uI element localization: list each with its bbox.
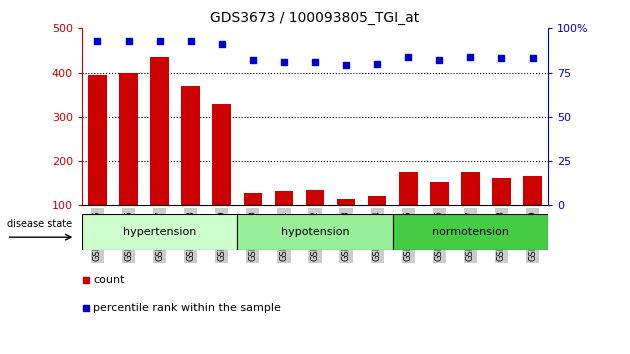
Bar (492, 178, 511, 205)
Point (527, 56, 537, 61)
Point (496, 56, 507, 61)
Point (341, 63, 351, 68)
Point (403, 54, 413, 59)
Text: percentile rank within the sample: percentile rank within the sample (93, 303, 281, 313)
Text: normotension: normotension (432, 227, 509, 237)
Bar (82, 214, 238, 250)
Point (466, 54, 476, 59)
Bar (524, 176, 542, 205)
Bar (461, 172, 479, 205)
Bar (88, 75, 106, 205)
Text: hypertension: hypertension (123, 227, 197, 237)
Point (186, 38, 196, 44)
Bar (238, 214, 392, 250)
Bar (306, 190, 324, 205)
Point (434, 57, 444, 63)
Bar (119, 73, 138, 205)
Text: disease state: disease state (6, 219, 72, 229)
Text: count: count (93, 275, 125, 285)
Bar (275, 191, 293, 205)
Bar (392, 214, 548, 250)
Bar (244, 193, 262, 205)
Point (123, 38, 134, 44)
Point (217, 41, 227, 47)
Bar (151, 57, 169, 205)
Bar (337, 199, 355, 205)
Title: GDS3673 / 100093805_TGI_at: GDS3673 / 100093805_TGI_at (210, 11, 420, 24)
Point (279, 59, 289, 65)
Point (93, 38, 103, 44)
Bar (399, 172, 418, 205)
Point (372, 61, 382, 67)
Bar (430, 182, 449, 205)
Bar (368, 196, 386, 205)
Text: hypotension: hypotension (281, 227, 349, 237)
Point (154, 38, 164, 44)
Point (310, 59, 320, 65)
Bar (212, 104, 231, 205)
Point (248, 57, 258, 63)
Bar (181, 86, 200, 205)
